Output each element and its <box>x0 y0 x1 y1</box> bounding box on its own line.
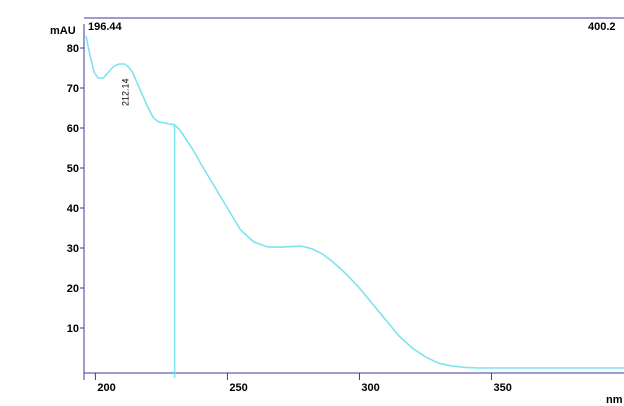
range-start-label: 196.44 <box>88 21 123 33</box>
y-tick-label: 20 <box>67 283 79 295</box>
y-tick-label: 50 <box>67 163 79 175</box>
y-tick-label: 40 <box>67 203 79 215</box>
peak-label: 212.14 <box>120 78 130 106</box>
x-axis-unit-label: nm <box>606 394 623 406</box>
y-tick-label: 80 <box>67 43 79 55</box>
x-tick-label: 200 <box>97 382 115 394</box>
range-end-label: 400.2 <box>588 21 616 33</box>
y-tick-label: 30 <box>67 243 79 255</box>
y-tick-label: 70 <box>67 83 79 95</box>
x-tick-label: 250 <box>229 382 247 394</box>
x-ticks: 200 250 300 350 <box>94 373 512 394</box>
y-ticks: 10 20 30 40 50 60 70 80 <box>67 43 84 335</box>
x-tick-label: 350 <box>493 382 511 394</box>
x-tick-label: 300 <box>361 382 379 394</box>
y-tick-label: 10 <box>67 323 79 335</box>
series-line <box>85 35 624 369</box>
y-tick-label: 60 <box>67 123 79 135</box>
y-axis-unit-label: mAU <box>50 25 76 37</box>
